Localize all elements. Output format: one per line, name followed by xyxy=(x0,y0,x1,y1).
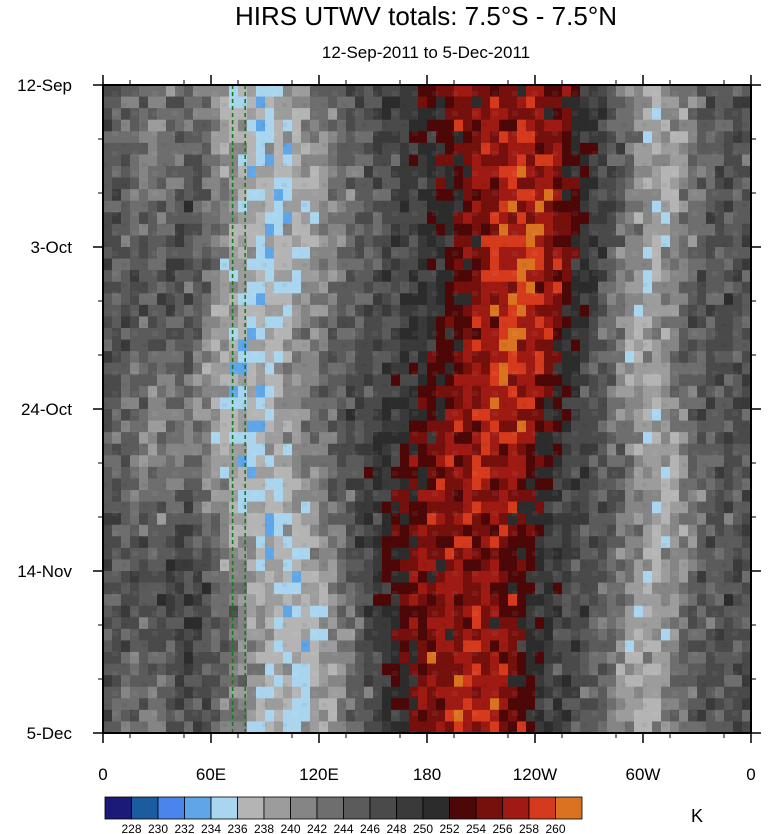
chart-title: HIRS UTWV totals: 7.5°S - 7.5°N xyxy=(235,1,617,31)
colorbar-swatch xyxy=(263,796,291,820)
colorbar-label: 256 xyxy=(492,822,512,834)
x-tick-label: 120E xyxy=(299,765,339,784)
colorbar-label: 250 xyxy=(413,822,433,834)
colorbar-label: 246 xyxy=(360,822,380,834)
plot-area xyxy=(103,85,751,733)
colorbar-swatch xyxy=(449,796,477,820)
colorbar-label: 232 xyxy=(174,822,194,834)
y-tick-label: 5-Dec xyxy=(27,724,73,743)
colorbar-swatch xyxy=(237,796,265,820)
colorbar: 228 230 232 234 236 238 240 242 244 246 248 250 252 2… xyxy=(104,796,583,834)
colorbar-label: 244 xyxy=(333,822,353,834)
y-tick-label: 14-Nov xyxy=(17,562,72,581)
colorbar-label: 252 xyxy=(439,822,459,834)
colorbar-swatch xyxy=(396,796,424,820)
colorbar-units: K xyxy=(691,806,703,826)
x-tick-label: 180 xyxy=(413,765,441,784)
colorbar-label: 260 xyxy=(545,822,565,834)
colorbar-swatch xyxy=(104,796,132,820)
colorbar-label: 254 xyxy=(466,822,486,834)
axes: 0 60E 120E 180 120W 60W 0 12-Sep 3-Oct 24-Oct 14-N… xyxy=(17,75,761,784)
colorbar-label: 228 xyxy=(121,822,141,834)
colorbar-swatch xyxy=(475,796,503,820)
x-tick-label: 60W xyxy=(626,765,661,784)
colorbar-swatch xyxy=(343,796,371,820)
colorbar-label: 242 xyxy=(307,822,327,834)
colorbar-swatch xyxy=(131,796,159,820)
colorbar-swatch xyxy=(502,796,530,820)
colorbar-swatch xyxy=(422,796,450,820)
colorbar-label: 248 xyxy=(386,822,406,834)
colorbar-swatch xyxy=(210,796,238,820)
colorbar-label: 240 xyxy=(280,822,300,834)
colorbar-swatch xyxy=(528,796,556,820)
colorbar-label: 230 xyxy=(148,822,168,834)
y-tick-label: 12-Sep xyxy=(17,76,72,95)
texture-overlay xyxy=(103,85,751,733)
colorbar-label: 258 xyxy=(519,822,539,834)
reference-lines xyxy=(231,85,246,733)
x-tick-label: 60E xyxy=(196,765,226,784)
colorbar-swatch xyxy=(555,796,583,820)
x-tick-label: 0 xyxy=(746,765,755,784)
y-tick-label: 3-Oct xyxy=(30,238,72,257)
colorbar-label: 234 xyxy=(201,822,221,834)
colorbar-swatch xyxy=(316,796,344,820)
colorbar-label: 236 xyxy=(227,822,247,834)
colorbar-swatch xyxy=(369,796,397,820)
y-tick-label: 24-Oct xyxy=(21,400,72,419)
x-tick-label: 120W xyxy=(513,765,557,784)
x-tick-label: 0 xyxy=(98,765,107,784)
chart-subtitle: 12-Sep-2011 to 5-Dec-2011 xyxy=(322,43,530,62)
colorbar-swatch xyxy=(184,796,212,820)
colorbar-swatch xyxy=(290,796,318,820)
colorbar-swatch xyxy=(157,796,185,820)
colorbar-label: 238 xyxy=(254,822,274,834)
